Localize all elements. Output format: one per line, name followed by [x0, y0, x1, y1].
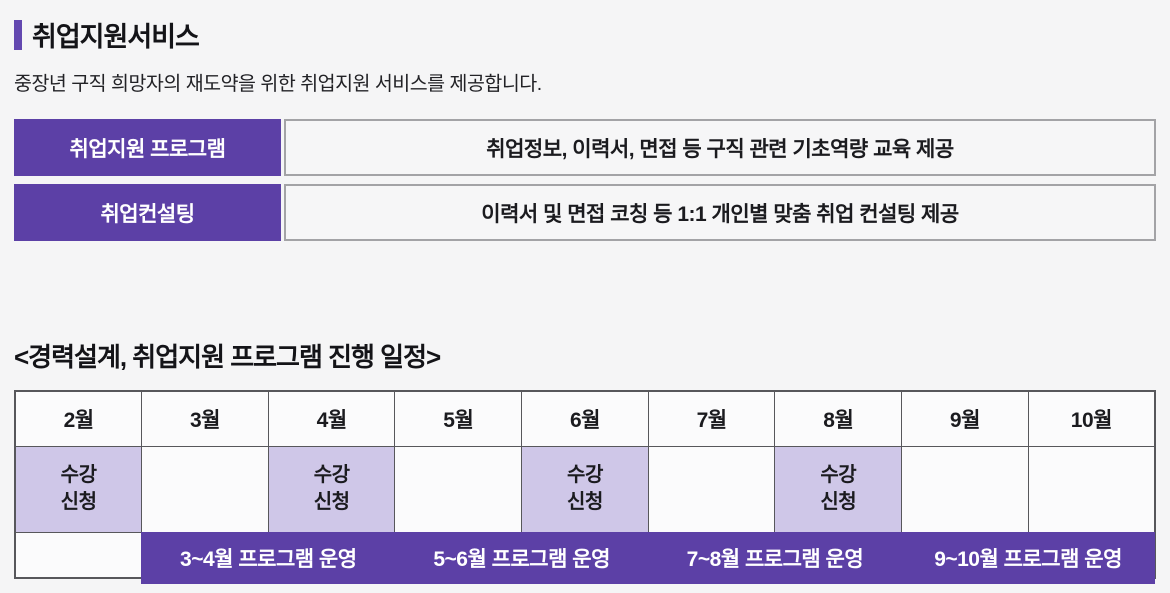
signup-cell: 수강 신청 — [521, 445, 649, 533]
month-header: 10월 — [1027, 390, 1156, 447]
schedule-table: 2월 3월 4월 5월 6월 7월 8월 9월 10월 수강 신청 수강 신청 … — [14, 390, 1156, 584]
month-header: 9월 — [901, 390, 1029, 447]
signup-label: 수강 신청 — [60, 464, 97, 513]
month-header: 2월 — [14, 390, 143, 447]
program-row: 3~4월 프로그램 운영 5~6월 프로그램 운영 7~8월 프로그램 운영 9… — [14, 531, 1156, 584]
program-cell: 5~6월 프로그램 운영 — [394, 531, 649, 584]
page-title: 취업지원서비스 — [32, 22, 200, 52]
program-cell: 7~8월 프로그램 운영 — [647, 531, 903, 584]
signup-cell: 수강 신청 — [774, 445, 903, 533]
service-label: 취업컨설팅 — [14, 184, 281, 241]
signup-label: 수강 신청 — [567, 464, 603, 513]
signup-row: 수강 신청 수강 신청 수강 신청 수강 신청 — [14, 445, 1156, 533]
page-subtitle: 중장년 구직 희망자의 재도약을 위한 취업지원 서비스를 제공합니다. — [14, 73, 542, 95]
empty-cell — [1027, 445, 1156, 533]
signup-cell: 수강 신청 — [14, 445, 143, 533]
schedule-title: <경력설계, 취업지원 프로그램 진행 일정> — [14, 342, 441, 372]
empty-cell — [901, 445, 1029, 533]
month-header-row: 2월 3월 4월 5월 6월 7월 8월 9월 10월 — [14, 390, 1156, 447]
program-bar: 9~10월 프로그램 운영 — [901, 531, 1155, 584]
signup-label: 수강 신청 — [313, 464, 350, 513]
accent-bar — [14, 19, 22, 50]
service-row: 취업컨설팅 이력서 및 면접 코칭 등 1:1 개인별 맞춤 취업 컨설팅 제공 — [14, 184, 1156, 241]
service-description: 취업정보, 이력서, 면접 등 구직 관련 기초역량 교육 제공 — [284, 119, 1156, 176]
empty-cell — [14, 531, 143, 579]
program-bar: 3~4월 프로그램 운영 — [141, 531, 396, 584]
program-bar: 5~6월 프로그램 운영 — [394, 531, 649, 584]
month-header: 5월 — [394, 390, 523, 447]
month-header: 3월 — [141, 390, 269, 447]
signup-label: 수강 신청 — [820, 464, 857, 513]
month-header: 7월 — [647, 390, 776, 447]
program-cell: 3~4월 프로그램 운영 — [141, 531, 396, 584]
empty-cell — [647, 445, 776, 533]
service-description: 이력서 및 면접 코칭 등 1:1 개인별 맞춤 취업 컨설팅 제공 — [284, 184, 1156, 241]
services-table: 취업지원 프로그램 취업정보, 이력서, 면접 등 구직 관련 기초역량 교육 … — [14, 119, 1156, 241]
empty-cell — [394, 445, 523, 533]
program-bar: 7~8월 프로그램 운영 — [647, 531, 903, 584]
program-cell: 9~10월 프로그램 운영 — [901, 531, 1156, 584]
month-header: 6월 — [521, 390, 649, 447]
signup-cell: 수강 신청 — [267, 445, 396, 533]
month-header: 8월 — [774, 390, 903, 447]
section-header: 취업지원서비스 — [14, 15, 1156, 54]
service-label: 취업지원 프로그램 — [14, 119, 281, 176]
empty-cell — [141, 445, 269, 533]
month-header: 4월 — [267, 390, 396, 447]
service-row: 취업지원 프로그램 취업정보, 이력서, 면접 등 구직 관련 기초역량 교육 … — [14, 119, 1156, 176]
